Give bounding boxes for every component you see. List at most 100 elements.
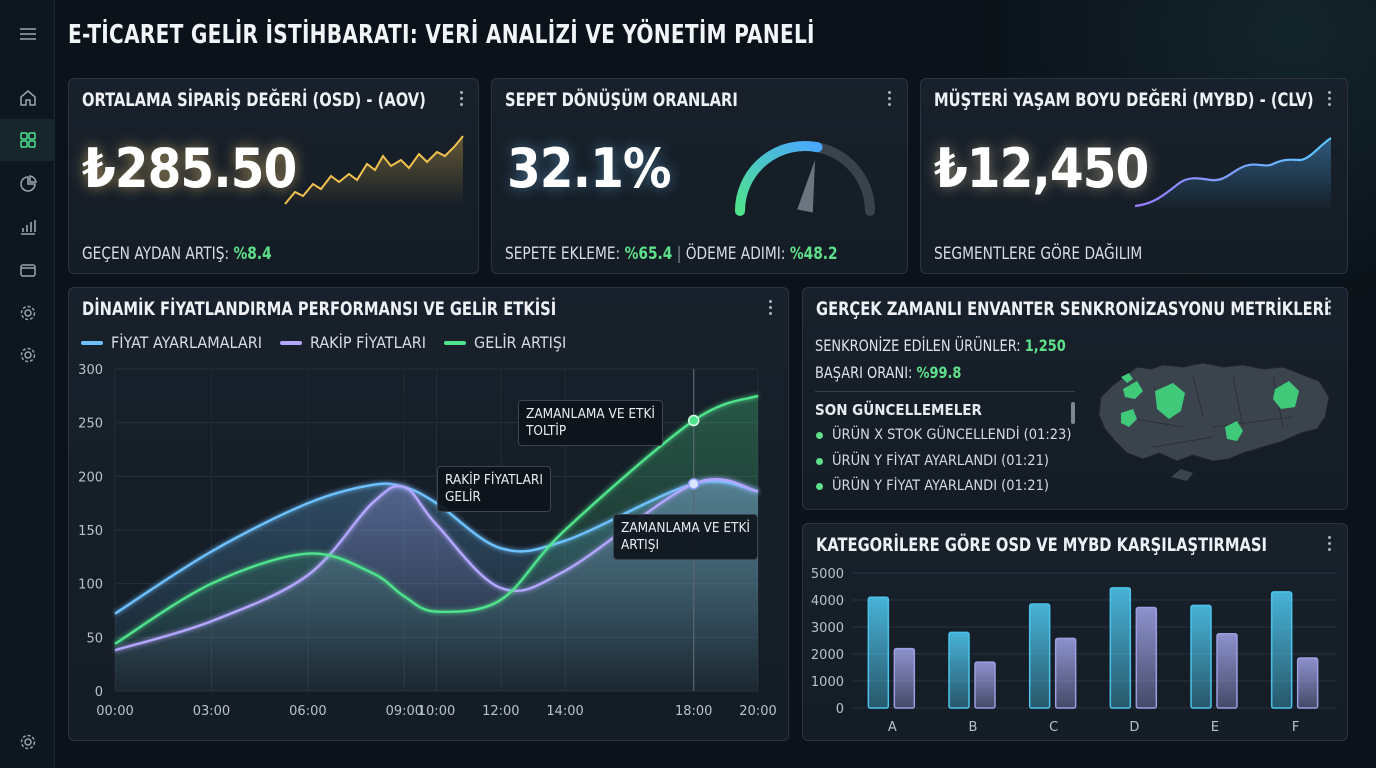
wallet-icon[interactable]	[0, 249, 55, 291]
bar[interactable]	[1296, 657, 1319, 709]
synced-products: SENKRONİZE EDİLEN ÜRÜNLER: 1,250	[815, 336, 1066, 355]
data-point[interactable]	[687, 478, 700, 490]
bar[interactable]	[948, 631, 970, 709]
data-point[interactable]	[687, 414, 700, 427]
aov-growth-label: GEÇEN AYDAN ARTIŞ:	[82, 244, 230, 264]
gear-icon[interactable]	[0, 292, 55, 334]
y-tick-label: 250	[78, 417, 103, 432]
legend-item[interactable]: FİYAT AYARLAMALARI	[81, 333, 262, 352]
gear-icon[interactable]	[0, 334, 55, 376]
updates-scrollbar[interactable]	[1071, 402, 1075, 424]
series-line	[114, 480, 759, 615]
pricing-card-title: DİNAMİK FİYATLANDIRMA PERFORMANSI VE GEL…	[82, 298, 557, 320]
bar[interactable]	[1109, 587, 1132, 709]
more-options-icon[interactable]	[1327, 91, 1333, 109]
inventory-card-title: GERÇEK ZAMANLI ENVANTER SENKRONİZASYONU …	[816, 298, 1330, 320]
y-tick-label: 150	[78, 524, 103, 539]
more-options-icon[interactable]	[768, 300, 774, 318]
legend-swatch	[279, 340, 302, 345]
bar[interactable]	[1190, 604, 1212, 709]
legend-swatch	[81, 340, 103, 345]
more-options-icon[interactable]	[1327, 300, 1333, 318]
x-tick-label: 14:00	[546, 704, 583, 719]
clv-card-title: MÜŞTERİ YAŞAM BOYU DEĞERİ (MYBD) - (CLV)	[934, 89, 1314, 111]
add-to-cart-label: SEPETE EKLEME:	[505, 244, 621, 264]
grid-icon[interactable]	[0, 119, 55, 161]
x-tick-label: 00:00	[96, 704, 133, 719]
y-tick-label: 0	[836, 702, 844, 717]
tooltip-line: RAKİP FİYATLARI	[445, 472, 543, 488]
chart-tooltip: ZAMANLAMA VE ETKİ ARTIŞI	[613, 514, 758, 560]
y-tick-label: 2000	[811, 648, 844, 663]
x-tick-label: 10:00	[418, 704, 455, 719]
menu-icon[interactable]	[0, 13, 55, 55]
aov-growth: GEÇEN AYDAN ARTIŞ: %8.4	[82, 244, 272, 264]
add-to-cart-value: %65.4	[624, 244, 673, 264]
bar[interactable]	[1216, 633, 1238, 709]
bar[interactable]	[1028, 603, 1051, 709]
conversion-card: SEPET DÖNÜŞÜM ORANLARI 32.1% SEPETE EKLE…	[491, 78, 908, 274]
checkout-value: %48.2	[789, 244, 838, 264]
y-tick-label: 300	[78, 363, 103, 378]
home-icon[interactable]	[0, 77, 55, 119]
y-tick-label: 1000	[811, 675, 844, 690]
y-tick-label: 100	[78, 578, 103, 593]
bar[interactable]	[867, 596, 890, 709]
bar-chart-icon[interactable]	[0, 206, 55, 248]
more-options-icon[interactable]	[887, 91, 893, 109]
clv-value: ₺12,450	[934, 137, 1149, 200]
aov-card: ORTALAMA SİPARİŞ DEĞERİ (OSD) - (AOV) ₺2…	[68, 78, 479, 274]
chart-tooltip: RAKİP FİYATLARI GELİR	[437, 466, 551, 512]
x-tick-label: C	[1049, 720, 1058, 735]
bar[interactable]	[1135, 606, 1158, 709]
bar[interactable]	[1054, 637, 1077, 709]
divider	[815, 391, 1075, 392]
tooltip-line: GELİR	[445, 489, 481, 505]
series-area	[115, 395, 758, 691]
aov-card-title: ORTALAMA SİPARİŞ DEĞERİ (OSD) - (AOV)	[82, 89, 426, 111]
bar[interactable]	[1270, 591, 1293, 709]
x-tick-label: 20:00	[739, 704, 776, 719]
page-title: E-TİCARET GELİR İSTİHBARATI: VERİ ANALİZ…	[68, 20, 815, 50]
tooltip-line: ZAMANLAMA VE ETKİ	[526, 406, 655, 422]
list-item: ÜRÜN Y FİYAT AYARLANDI (01:21)	[816, 453, 1049, 469]
legend-swatch	[444, 340, 467, 345]
success-rate: BAŞARI ORANI: %99.8	[815, 363, 961, 382]
y-tick-label: 50	[86, 631, 103, 646]
legend-item[interactable]: GELİR ARTIŞI	[444, 333, 566, 352]
x-tick-label: 18:00	[675, 704, 712, 719]
bar[interactable]	[893, 647, 916, 709]
y-tick-label: 0	[95, 685, 103, 700]
success-value: %99.8	[916, 363, 962, 382]
x-tick-label: 12:00	[482, 704, 519, 719]
list-item: ÜRÜN Y FİYAT AYARLANDI (01:21)	[816, 478, 1049, 494]
gear-icon[interactable]	[0, 721, 55, 763]
x-tick-label: A	[888, 720, 897, 735]
x-tick-label: 03:00	[193, 704, 230, 719]
category-card-title: KATEGORİLERE GÖRE OSD VE MYBD KARŞILAŞTI…	[816, 534, 1267, 556]
aov-value: ₺285.50	[82, 137, 297, 200]
list-item: ÜRÜN X STOK GÜNCELLENDİ (01:23)	[816, 427, 1071, 443]
bar[interactable]	[974, 661, 996, 709]
conversion-value: 32.1%	[507, 137, 672, 200]
pie-chart-icon[interactable]	[0, 163, 55, 205]
aov-growth-value: %8.4	[233, 244, 272, 264]
updates-title: SON GÜNCELLEMELER	[815, 401, 982, 419]
pricing-legend: FİYAT AYARLAMALARI RAKİP FİYATLARI GELİR…	[81, 333, 584, 352]
legend-label: GELİR ARTIŞI	[474, 333, 567, 352]
synced-value: 1,250	[1024, 336, 1066, 355]
more-options-icon[interactable]	[1327, 536, 1333, 554]
aov-sparkline	[284, 135, 464, 206]
update-text: ÜRÜN Y FİYAT AYARLANDI (01:21)	[832, 453, 1049, 469]
x-tick-label: B	[969, 720, 978, 735]
synced-label: SENKRONİZE EDİLEN ÜRÜNLER:	[815, 336, 1021, 355]
legend-item[interactable]: RAKİP FİYATLARI	[279, 333, 427, 352]
x-tick-label: 06:00	[289, 704, 326, 719]
x-tick-label: E	[1211, 720, 1219, 735]
y-tick-label: 3000	[811, 621, 844, 636]
legend-label: RAKİP FİYATLARI	[309, 333, 427, 352]
conversion-gauge	[735, 140, 875, 216]
more-options-icon[interactable]	[459, 91, 465, 109]
